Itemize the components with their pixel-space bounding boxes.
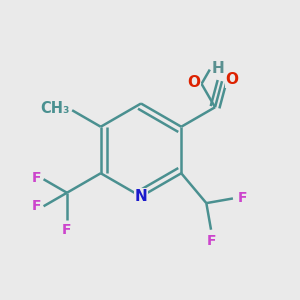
Text: H: H [211, 61, 224, 76]
Text: CH₃: CH₃ [40, 101, 69, 116]
Text: F: F [62, 223, 72, 237]
Text: F: F [32, 171, 41, 185]
Text: F: F [32, 199, 41, 213]
Text: F: F [206, 234, 216, 248]
Text: N: N [135, 189, 147, 204]
Text: O: O [187, 75, 200, 90]
Text: O: O [226, 72, 238, 87]
Text: F: F [237, 191, 247, 206]
